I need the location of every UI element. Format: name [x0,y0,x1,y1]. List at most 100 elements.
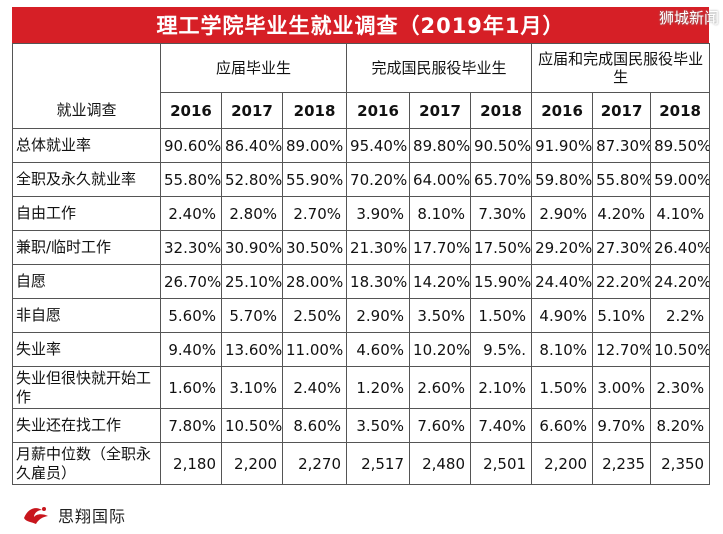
table-cell: 7.40% [470,408,533,443]
table-cell: 3.10% [221,366,283,409]
table-cell: 6.60% [531,408,594,443]
table-cell: 55.80% [592,162,652,197]
table-cell: 89.00% [281,128,348,163]
table-row: 自愿 26.70% 25.10% 28.00% 18.30% 14.20% 15.90% 24… [12,264,711,299]
table-row: 总体就业率 90.60% 86.40% 89.00% 95.40% 89.80% 90.50… [12,128,711,163]
year-header: 2018 [470,92,533,129]
table-cell: 9.40% [160,332,222,367]
table-cell: 95.40% [346,128,411,163]
table-row: 失业率 9.40% 13.60% 11.00% 4.60% 10.20% 9.5%. 8.10… [12,332,711,367]
year-header: 2018 [650,92,711,129]
footer-logo: 思翔国际 [22,502,126,528]
year-header: 2017 [221,92,283,129]
table-cell: 2.30% [650,366,711,409]
table-cell: 2,200 [531,442,594,485]
table-row: 失业但很快就开始工作 1.60% 3.10% 2.40% 1.20% 2.60% 2.10%… [12,366,711,409]
table-cell: 15.90% [470,264,533,299]
table-cell: 5.70% [221,298,283,333]
table-row: 自由工作 2.40% 2.80% 2.70% 3.90% 8.10% 7.30% 2.90% 4… [12,196,711,231]
table-cell: 5.10% [592,298,652,333]
table-cell: 55.80% [160,162,222,197]
table-cell: 11.00% [281,332,348,367]
table-cell: 2.70% [281,196,348,231]
table-cell: 22.20% [592,264,652,299]
table-cell: 1.20% [346,366,411,409]
table-cell: 89.50% [650,128,711,163]
table-cell: 2.80% [221,196,283,231]
table-cell: 65.70% [470,162,533,197]
table-cell: 12.70% [592,332,652,367]
table-cell: 10.50% [221,408,283,443]
table-cell: 26.70% [160,264,222,299]
footer-logo-text: 思翔国际 [58,507,127,526]
table-cell: 2,235 [592,442,652,485]
table-cell: 18.30% [346,264,411,299]
table-cell: 25.10% [221,264,283,299]
table-row: 兼职/临时工作 32.30% 30.90% 30.50% 21.30% 17.70% 17.… [12,230,711,265]
row-label: 失业还在找工作 [12,408,161,443]
group-header-combined-graduates: 应届和完成国民服役毕业生 [531,43,711,93]
table-cell: 21.30% [346,230,411,265]
row-label: 自由工作 [12,196,161,231]
table-cell: 2.90% [531,196,594,231]
table-cell: 10.20% [409,332,472,367]
table-cell: 3.50% [409,298,472,333]
row-label: 兼职/临时工作 [12,230,161,265]
table-cell: 26.40% [650,230,711,265]
table-row: 失业还在找工作 7.80% 10.50% 8.60% 3.50% 7.60% 7.40% 6.… [12,408,711,443]
watermark-text: 狮城新闻 [658,9,719,27]
year-header: 2017 [409,92,472,129]
table-cell: 2,480 [409,442,472,485]
table-row: 月薪中位数（全职永久雇员） 2,180 2,200 2,270 2,517 2,480 2,… [12,442,711,485]
table-cell: 91.90% [531,128,594,163]
year-header: 2018 [281,92,348,129]
title-text: 理工学院毕业生就业调查（2019年1月） [156,14,565,38]
table-cell: 2,501 [470,442,533,485]
row-label: 失业但很快就开始工作 [12,366,161,409]
table-cell: 13.60% [221,332,283,367]
table-cell: 87.30% [592,128,652,163]
row-label: 全职及永久就业率 [12,162,161,197]
table-cell: 64.00% [409,162,472,197]
table-cell: 24.40% [531,264,594,299]
table-cell: 27.30% [592,230,652,265]
table-title: 理工学院毕业生就业调查（2019年1月） [12,7,709,43]
table-cell: 14.20% [409,264,472,299]
table-cell: 10.50% [650,332,711,367]
table-cell: 8.20% [650,408,711,443]
group-header-post-ns-graduates: 完成国民服役毕业生 [346,43,533,93]
table-cell: 8.10% [409,196,472,231]
year-header: 2016 [531,92,594,129]
row-label: 总体就业率 [12,128,161,163]
table-cell: 4.60% [346,332,411,367]
table-cell: 7.30% [470,196,533,231]
table-cell: 9.5%. [470,332,533,367]
table-cell: 30.50% [281,230,348,265]
table-cell: 1.60% [160,366,222,409]
table-cell: 7.80% [160,408,222,443]
table-cell: 2.40% [281,366,348,409]
table-cell: 2.2% [650,298,711,333]
sixiang-logo-icon [22,504,52,526]
table-cell: 2,200 [221,442,283,485]
year-header-row: 2016 2017 2018 2016 2017 2018 2016 2017 … [13,92,711,129]
table-cell: 2.10% [470,366,533,409]
table-cell: 2,517 [346,442,411,485]
year-header: 2016 [160,92,222,129]
row-label: 自愿 [12,264,161,299]
table-cell: 86.40% [221,128,283,163]
row-label: 月薪中位数（全职永久雇员） [12,442,161,485]
table-cell: 2.90% [346,298,411,333]
table-cell: 55.90% [281,162,348,197]
table-cell: 2,350 [650,442,711,485]
corner-header: 就业调查 [12,43,161,129]
table-cell: 4.20% [592,196,652,231]
table-cell: 29.20% [531,230,594,265]
table-cell: 4.90% [531,298,594,333]
employment-survey-table: 就业调查 应届毕业生 完成国民服役毕业生 应届和完成国民服役毕业生 2016 2… [12,43,711,485]
table-cell: 70.20% [346,162,411,197]
table-cell: 89.80% [409,128,472,163]
table-cell: 28.00% [281,264,348,299]
year-header: 2017 [592,92,652,129]
table-cell: 52.80% [221,162,283,197]
